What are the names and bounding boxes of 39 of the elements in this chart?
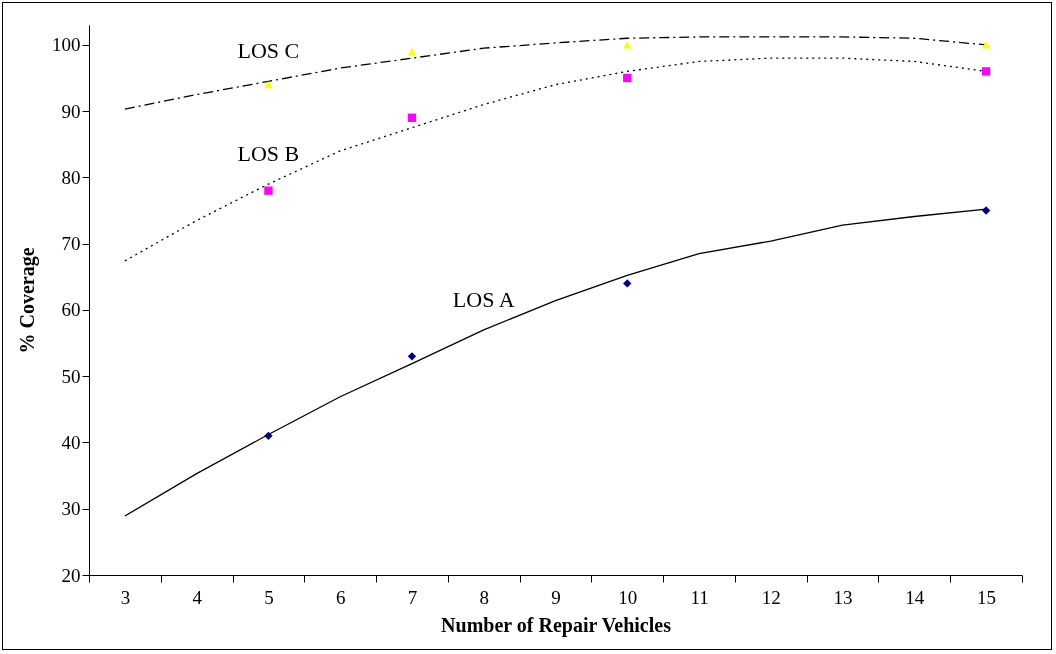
point [623, 41, 632, 49]
y-tick-label: 50 [61, 365, 81, 387]
x-tick-label: 14 [905, 586, 925, 608]
point [264, 186, 273, 195]
x-tick-label: 9 [551, 586, 561, 608]
point [981, 41, 991, 49]
point [264, 431, 273, 441]
y-tick-label: 100 [52, 34, 81, 56]
x-tick-label: 3 [120, 586, 131, 608]
x-tick-label: 13 [833, 586, 853, 608]
x-tick-label: 10 [618, 586, 638, 608]
x-tick-label: 12 [761, 586, 781, 608]
point [623, 73, 632, 83]
point [264, 81, 273, 89]
point [623, 279, 632, 288]
y-tick-label: 40 [61, 431, 81, 453]
y-tick-label: 20 [61, 564, 81, 586]
x-tick-label: 11 [690, 586, 709, 608]
y-tick-label: 70 [61, 233, 81, 255]
point [981, 67, 991, 76]
y-tick-label: 60 [61, 299, 81, 321]
x-tick-label: 6 [335, 586, 346, 608]
point [407, 352, 417, 361]
y-tick-label: 30 [61, 498, 81, 520]
x-tick-label: 4 [192, 586, 203, 608]
point [407, 47, 417, 56]
x-axis-title: Number of Repair Vehicles [441, 613, 672, 637]
annotation: LOS A [452, 286, 515, 312]
point [407, 113, 417, 122]
annotation: LOS B [237, 141, 300, 167]
y-tick-label: 80 [61, 166, 81, 188]
y-axis-title: % Coverage [16, 247, 39, 354]
annotation: LOS C [237, 38, 300, 64]
x-tick-label: 7 [407, 586, 418, 608]
x-tick-label: 8 [479, 586, 489, 608]
x-tick-label: 15 [977, 586, 997, 608]
x-tick-label: 5 [264, 586, 274, 608]
y-tick-label: 90 [61, 100, 81, 122]
point [981, 206, 991, 215]
